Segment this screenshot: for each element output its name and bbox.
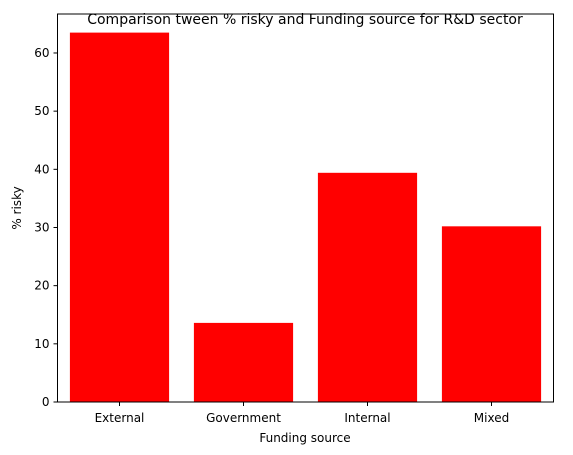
x-tick-label: Mixed xyxy=(474,411,509,425)
bar-external xyxy=(69,32,170,403)
x-axis-label: Funding source xyxy=(259,431,350,445)
bars-group xyxy=(69,32,542,403)
x-tick-label: Internal xyxy=(344,411,390,425)
bar-mixed xyxy=(441,226,542,402)
bar-government xyxy=(193,322,294,402)
y-tick-label: 0 xyxy=(42,395,50,409)
x-axis-ticks: External Government Internal Mixed xyxy=(95,402,509,425)
y-tick-label: 50 xyxy=(34,104,49,118)
bar-internal xyxy=(317,172,418,402)
y-axis-label: % risky xyxy=(10,186,24,229)
plot-frame xyxy=(57,13,554,403)
y-tick-label: 40 xyxy=(34,162,49,176)
y-axis-ticks: 0 10 20 30 40 50 60 xyxy=(34,46,58,409)
x-tick-label: Government xyxy=(206,411,281,425)
chart-title: Comparison tween % risky and Funding sou… xyxy=(87,12,523,28)
y-tick-label: 20 xyxy=(34,279,49,293)
y-tick-label: 60 xyxy=(34,46,49,60)
y-tick-label: 30 xyxy=(34,220,49,234)
x-tick-label: External xyxy=(95,411,145,425)
y-tick-label: 10 xyxy=(34,337,49,351)
